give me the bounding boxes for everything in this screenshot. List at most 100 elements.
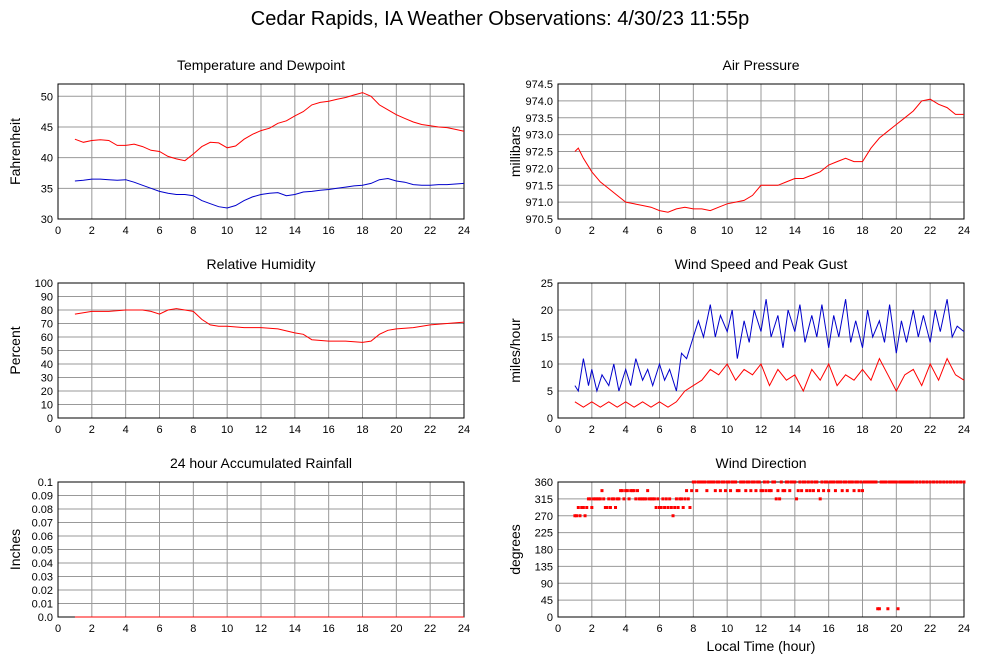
y-tick-label: 974.0 bbox=[525, 96, 553, 108]
data-point bbox=[805, 489, 809, 493]
data-point bbox=[791, 480, 795, 484]
y-tick-label: 970.5 bbox=[525, 214, 553, 226]
data-point bbox=[811, 489, 815, 493]
data-point bbox=[710, 480, 714, 484]
x-tick-label: 2 bbox=[589, 424, 595, 436]
data-point bbox=[715, 480, 719, 484]
x-tick-label: 0 bbox=[555, 424, 561, 436]
data-point bbox=[810, 480, 814, 484]
data-point bbox=[866, 480, 870, 484]
data-point bbox=[857, 489, 861, 493]
x-tick-label: 22 bbox=[924, 424, 936, 436]
data-point bbox=[688, 506, 692, 509]
data-point bbox=[899, 480, 903, 484]
page-title: Cedar Rapids, IA Weather Observations: 4… bbox=[250, 8, 750, 30]
data-point bbox=[602, 497, 606, 501]
x-tick-label: 24 bbox=[958, 424, 970, 436]
y-axis-label: miles/hour bbox=[507, 318, 523, 383]
data-point bbox=[749, 489, 753, 493]
data-point bbox=[906, 480, 910, 484]
x-tick-label: 20 bbox=[390, 623, 402, 635]
data-point bbox=[893, 480, 897, 484]
data-point bbox=[578, 514, 582, 518]
data-point bbox=[698, 480, 702, 484]
series-line-0 bbox=[74, 92, 465, 162]
y-tick-label: 35 bbox=[41, 183, 53, 195]
data-point bbox=[605, 506, 609, 509]
x-tick-label: 2 bbox=[89, 424, 95, 436]
x-tick-label: 16 bbox=[823, 225, 835, 237]
data-point bbox=[725, 480, 729, 484]
chart-title: Temperature and Dewpoint bbox=[177, 57, 345, 73]
data-point bbox=[862, 480, 866, 484]
data-point bbox=[597, 497, 601, 501]
x-tick-label: 12 bbox=[255, 225, 267, 237]
data-point bbox=[901, 480, 905, 484]
data-point bbox=[835, 480, 839, 484]
data-point bbox=[642, 497, 646, 501]
x-tick-label: 4 bbox=[623, 424, 629, 436]
data-point bbox=[881, 480, 885, 484]
data-point bbox=[793, 480, 797, 484]
x-tick-label: 18 bbox=[856, 225, 868, 237]
data-point bbox=[603, 506, 607, 509]
x-tick-label: 4 bbox=[123, 623, 129, 635]
data-point bbox=[798, 480, 802, 484]
x-tick-label: 24 bbox=[958, 225, 970, 237]
y-tick-label: 90 bbox=[41, 292, 53, 304]
y-tick-label: 10 bbox=[41, 400, 53, 412]
y-tick-label: 70 bbox=[41, 319, 53, 331]
data-point bbox=[676, 506, 680, 509]
data-point bbox=[845, 489, 849, 493]
x-tick-label: 24 bbox=[458, 225, 470, 237]
x-tick-label: 8 bbox=[190, 424, 196, 436]
y-tick-label: 180 bbox=[535, 545, 553, 557]
y-axis-label: Fahrenheit bbox=[7, 118, 23, 185]
data-point bbox=[769, 489, 773, 493]
x-tick-label: 8 bbox=[190, 623, 196, 635]
data-point bbox=[646, 489, 650, 493]
plot-frame bbox=[557, 282, 965, 419]
data-point bbox=[871, 480, 875, 484]
data-point bbox=[808, 489, 812, 493]
data-point bbox=[691, 480, 695, 484]
y-tick-label: 30 bbox=[41, 373, 53, 385]
data-point bbox=[720, 480, 724, 484]
x-tick-label: 2 bbox=[589, 225, 595, 237]
data-point bbox=[762, 480, 766, 484]
data-point bbox=[610, 497, 614, 501]
data-point bbox=[617, 497, 621, 501]
data-point bbox=[713, 489, 717, 493]
x-tick-label: 14 bbox=[789, 623, 801, 635]
data-point bbox=[910, 480, 914, 484]
data-point bbox=[852, 489, 856, 493]
data-point bbox=[764, 489, 768, 493]
data-point bbox=[625, 489, 629, 493]
data-point bbox=[629, 489, 633, 493]
y-tick-label: 0.08 bbox=[32, 504, 53, 516]
data-point bbox=[896, 607, 900, 611]
data-point bbox=[771, 480, 775, 484]
data-point bbox=[861, 489, 864, 493]
y-tick-label: 50 bbox=[41, 91, 53, 103]
data-point bbox=[757, 480, 761, 484]
x-tick-label: 22 bbox=[424, 623, 436, 635]
data-point bbox=[921, 480, 925, 484]
data-point bbox=[654, 506, 658, 509]
data-point bbox=[669, 506, 673, 509]
data-point bbox=[781, 489, 785, 493]
data-point bbox=[952, 480, 956, 484]
x-tick-label: 8 bbox=[190, 225, 196, 237]
x-tick-label: 10 bbox=[221, 623, 233, 635]
data-point bbox=[847, 480, 851, 484]
x-tick-label: 0 bbox=[55, 623, 61, 635]
data-point bbox=[627, 497, 631, 501]
data-point bbox=[663, 506, 667, 509]
data-point bbox=[593, 497, 597, 501]
data-point bbox=[898, 480, 902, 484]
data-point bbox=[739, 480, 743, 484]
data-point bbox=[833, 489, 837, 493]
